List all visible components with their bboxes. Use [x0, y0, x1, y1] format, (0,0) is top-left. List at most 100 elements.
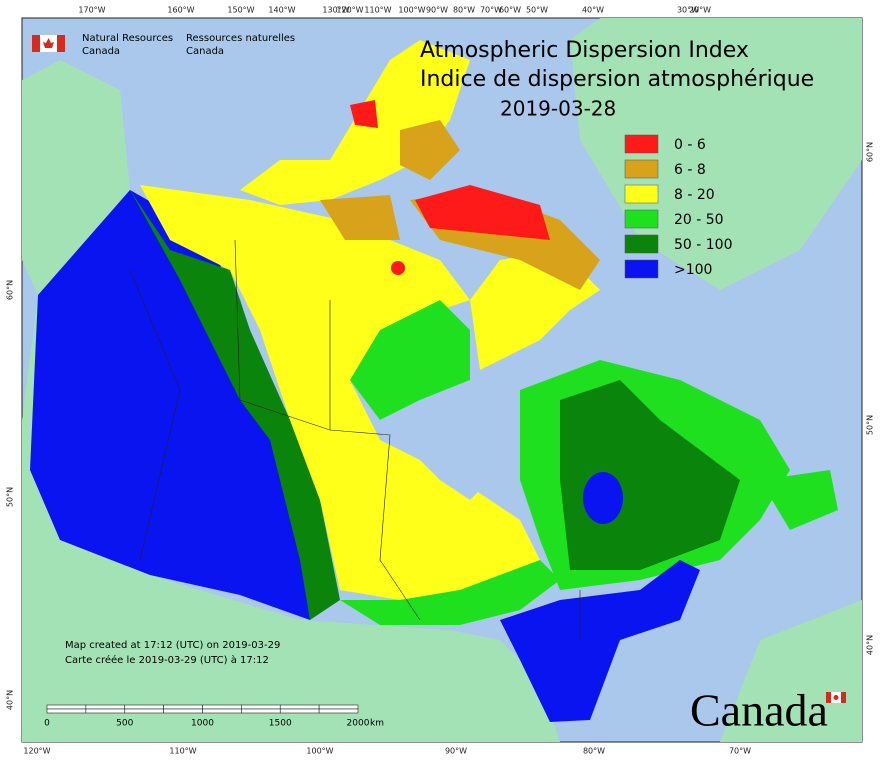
atlantic-us: [720, 600, 862, 742]
legend-swatch: [624, 134, 659, 154]
usa: [22, 200, 560, 742]
scale-segment: [241, 708, 281, 714]
graticule-top: 150°W: [227, 6, 254, 15]
flag-bar: [57, 35, 65, 52]
title-en: Atmospheric Dispersion Index: [420, 38, 749, 63]
scale-label: 1500: [269, 719, 292, 729]
border: [234, 239, 331, 431]
scale-segment: [241, 704, 281, 710]
region-orange-arctic2: [320, 195, 400, 240]
legend-swatch: [624, 234, 659, 254]
graticule-left: 50°N: [6, 487, 15, 507]
region-orange-arctic: [400, 120, 460, 180]
scale-segment: [85, 704, 126, 710]
graticule-left: 60°N: [6, 280, 15, 300]
graticule-top: 40°W: [582, 6, 604, 15]
hudson-bay: [380, 350, 500, 500]
country-en: Canada: [82, 46, 120, 57]
graticule-top: 50°W: [526, 6, 548, 15]
title-fr: Indice de dispersion atmosphérique: [420, 67, 814, 92]
logo: [32, 35, 65, 52]
scale-label: 1000: [191, 719, 214, 729]
region-darkgreen-west: [130, 190, 340, 620]
graticule-left: 40°N: [6, 690, 15, 710]
scale-segment: [46, 708, 87, 714]
scale-label: 2000: [347, 719, 370, 729]
date: 2019-03-28: [500, 97, 616, 121]
legend-label: 8 - 20: [674, 187, 715, 203]
agency-fr: Ressources naturelles: [186, 33, 295, 44]
graticule-top: 140°W: [268, 6, 295, 15]
graticule-top: 170°W: [78, 6, 105, 15]
graticule-bottom: 70°W: [729, 747, 751, 756]
legend: 0 - 6 6 - 8 8 - 20 20 - 50 50 - 100 >100: [624, 134, 733, 279]
scale-segment: [124, 708, 164, 714]
index-regions: [30, 40, 838, 722]
graticule-bottom: 120°W: [23, 747, 50, 756]
legend-label: 20 - 50: [674, 212, 724, 228]
scale-segment: [124, 704, 164, 710]
flag-bar: [841, 692, 846, 703]
legend-swatch: [624, 159, 659, 179]
scale-segment: [318, 704, 359, 710]
scale-label: 0: [44, 719, 50, 729]
maple-leaf: [833, 695, 839, 700]
maple-leaf: [43, 38, 54, 48]
legend-swatch: [624, 259, 659, 279]
scale-segment: [202, 704, 242, 710]
graticule-right: 40°N: [866, 635, 875, 655]
graticule-right: 60°N: [866, 142, 875, 162]
region-green-south: [340, 560, 560, 625]
scale-segment: [163, 704, 203, 710]
scale-segment: [279, 704, 320, 710]
graticule-bottom: 100°W: [306, 747, 333, 756]
legend-label: >100: [674, 262, 712, 278]
graticule-top: 120°W: [336, 6, 363, 15]
legend-label: 0 - 6: [674, 137, 706, 153]
region-red-arctic: [350, 100, 378, 128]
border: [329, 429, 421, 621]
graticule-top: 60°W: [499, 6, 521, 15]
graticule-right: 50°N: [866, 415, 875, 435]
legend-label: 50 - 100: [674, 237, 733, 253]
graticule-top: 80°W: [453, 6, 475, 15]
region-red-spot: [391, 261, 405, 275]
scale-segment: [202, 708, 242, 714]
legend-swatch: [624, 184, 659, 204]
wordmark: Canada: [690, 685, 828, 736]
agency-en: Natural Resources: [82, 33, 173, 44]
region-red-baffin: [415, 185, 550, 240]
borders: [129, 239, 581, 640]
created-en: Map created at 17:12 (UTC) on 2019-03-29: [65, 640, 280, 651]
graticule-top: 160°W: [167, 6, 194, 15]
region-green-newfoundland: [760, 470, 838, 530]
region-blue-southeast: [500, 560, 700, 722]
graticule-top: 90°W: [426, 6, 448, 15]
graticule-bottom: 90°W: [445, 747, 467, 756]
scale-label: 500: [116, 719, 133, 729]
region-blue-west: [30, 190, 310, 620]
wordmark-flag: [826, 692, 846, 703]
created-fr: Carte créée le 2019-03-29 (UTC) à 17:12: [65, 654, 269, 666]
scale-segment: [85, 708, 126, 714]
legend-swatch: [624, 209, 659, 229]
graticule-top: 110°W: [364, 6, 391, 15]
legend-label: 6 - 8: [674, 162, 706, 178]
flag-bar: [826, 692, 831, 703]
graticule-top: 30°W: [677, 6, 699, 15]
region-blue-lake: [583, 472, 623, 524]
graticule-top: 100°W: [398, 6, 425, 15]
country-fr: Canada: [186, 46, 224, 57]
graticule-bottom: 110°W: [169, 747, 196, 756]
alaska: [22, 60, 130, 295]
scale-bar: 0 500 1000 1500 2000 km: [44, 704, 384, 729]
graticule-bottom: 80°W: [583, 747, 605, 756]
flag-bar: [32, 35, 40, 52]
scale-segment: [279, 708, 320, 714]
scale-segment: [163, 708, 203, 714]
region-yellow-central: [140, 185, 540, 600]
graticule-top: 70°W: [480, 6, 502, 15]
